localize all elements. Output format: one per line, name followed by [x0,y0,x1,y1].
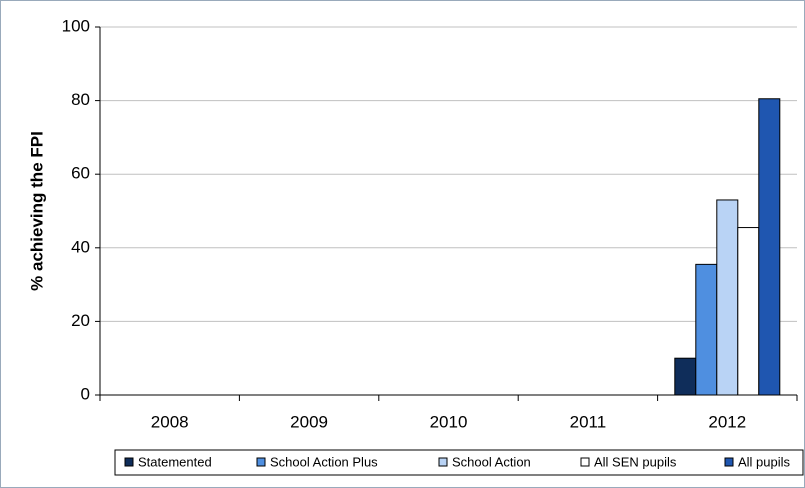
y-tick-label: 60 [71,164,90,183]
legend-box [114,449,804,476]
x-tick-label: 2010 [430,412,468,431]
legend-label: All SEN pupils [594,454,677,469]
legend-label: Statemented [138,454,212,469]
bar [737,227,760,396]
x-tick-label: 2008 [151,412,189,431]
y-tick-label: 80 [71,90,90,109]
legend-swatch [580,457,590,467]
legend-swatch [124,457,134,467]
legend-label: School Action [452,454,531,469]
legend-label: All pupils [738,454,791,469]
y-tick-label: 100 [62,16,90,35]
x-tick-label: 2009 [290,412,328,431]
legend-swatch [256,457,266,467]
bar [758,98,781,396]
bar [716,199,739,396]
y-tick-label: 20 [71,311,90,330]
y-tick-label: 0 [81,384,90,403]
y-axis-label: % achieving the FPI [27,131,46,291]
x-tick-label: 2012 [708,412,746,431]
legend-label: School Action Plus [270,454,378,469]
bar [674,357,697,396]
legend-swatch [438,457,448,467]
legend-swatch [724,457,734,467]
y-tick-label: 40 [71,237,90,256]
x-tick-label: 2011 [570,412,607,431]
bar [695,263,718,396]
